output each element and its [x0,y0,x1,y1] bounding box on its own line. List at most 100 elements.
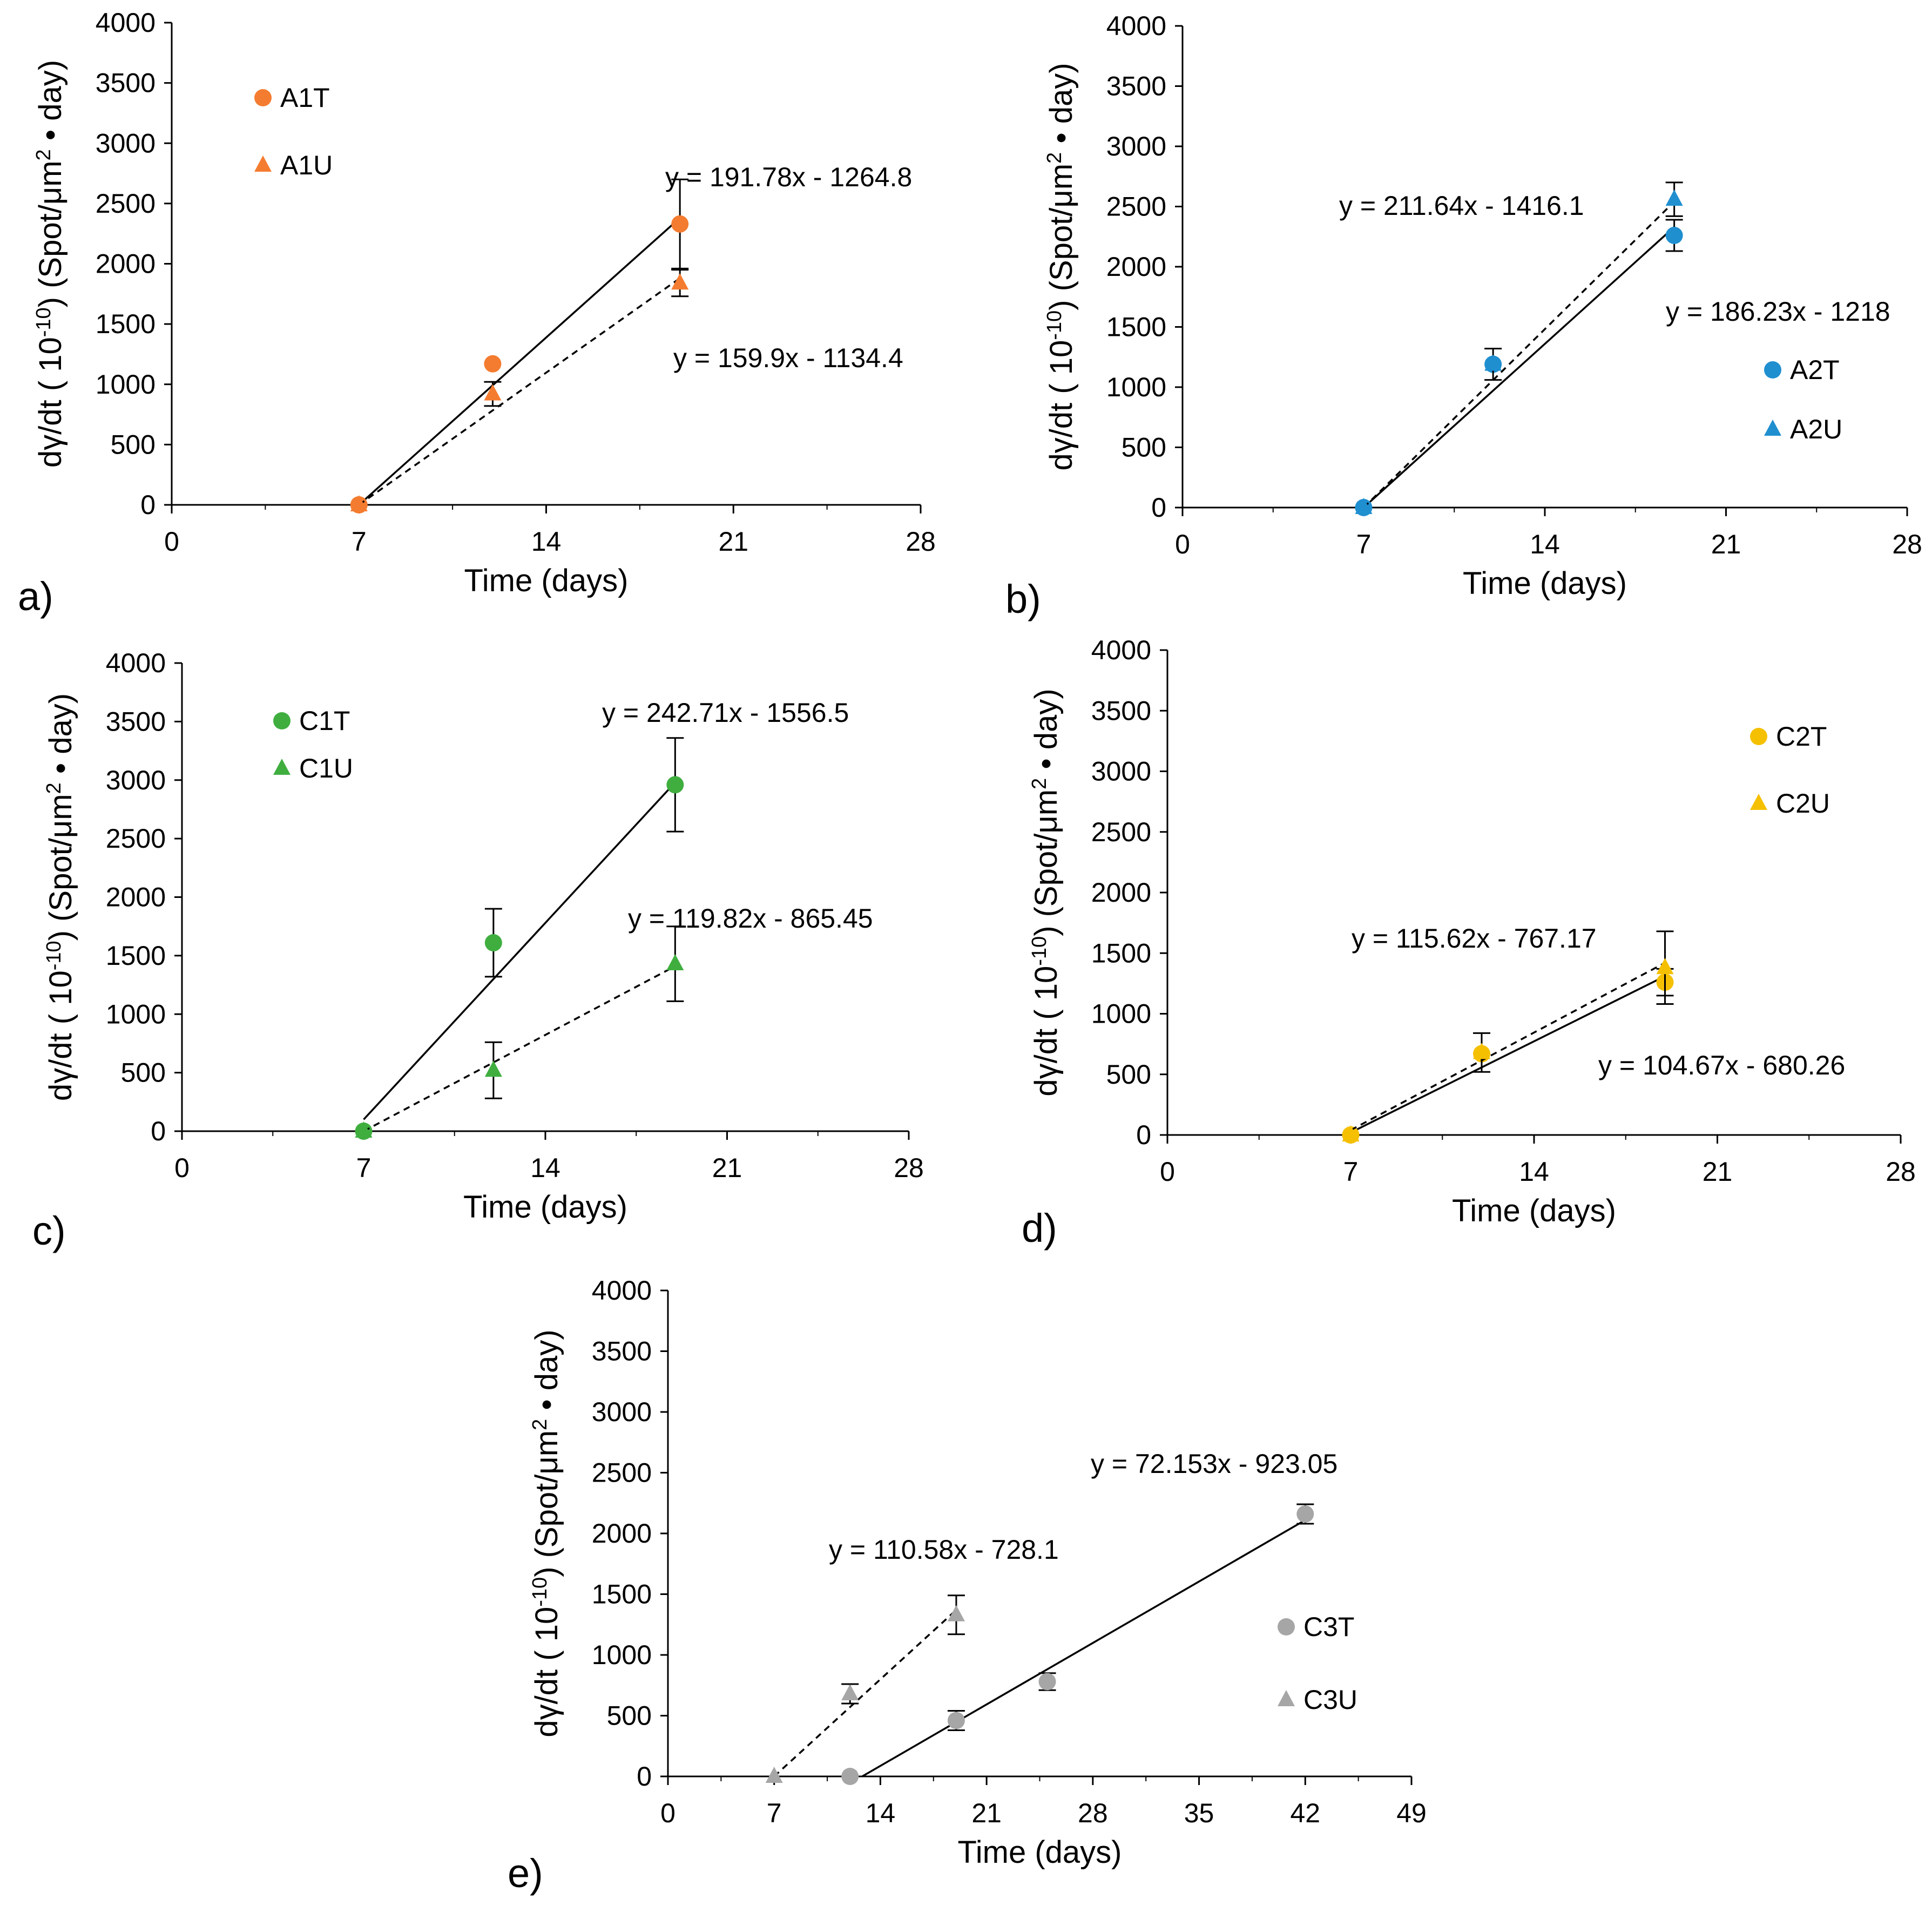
y-axis-title-part: • day) [33,60,68,149]
trendline-C2T [1350,975,1666,1134]
y-tick-label: 3000 [1106,131,1166,161]
y-tick-label: 1500 [1106,312,1166,342]
chart-panel-b: 0 500 1000 1500 2000 2500 3000 3500 4000 0 7 14 21 28… [1005,11,1922,621]
legend-label: C1T [299,706,350,736]
data-point-A1U [671,273,689,290]
chart-panel-a: 0 500 1000 1500 2000 2500 3000 3500 4000 0 7 14 21 28… [18,8,936,619]
data-point-A2U [1665,190,1683,206]
data-point-C3T [1038,1673,1056,1691]
y-tick-label: 3500 [96,68,156,98]
y-axis-title-part: -10 [1028,936,1051,966]
legend-marker-triangle [1764,420,1781,436]
regression-equation: y = 191.78x - 1264.8 [665,162,912,192]
y-axis-title-part: • day) [529,1329,564,1418]
trendline-C1T [363,781,676,1120]
y-tick-label: 2000 [1091,877,1151,908]
y-axis-title-part: -10 [32,307,55,337]
legend-label: C2T [1776,721,1827,752]
y-axis-title-part: 2 [1043,152,1066,164]
x-tick-label: 7 [1343,1157,1359,1187]
legend-marker-triangle [273,759,291,775]
y-tick-label: 0 [1136,1120,1151,1150]
y-axis-title-part: dγ/dt ( 10 [43,970,78,1101]
data-point-C2U [1342,1125,1360,1141]
panel-label: b) [1005,577,1041,621]
y-tick-label: 3000 [96,128,156,158]
data-point-C1U [484,1060,502,1077]
data-point-C2U [1656,958,1674,975]
y-tick-label: 4000 [106,648,166,678]
data-point-A2U [1484,354,1502,371]
series-C3T [841,1503,1314,1785]
data-point-C1U [355,1121,373,1138]
regression-equation: y = 115.62x - 767.17 [1352,923,1597,954]
y-axis-title: dγ/dt ( 10-10) (Spot/μm2 • day) [1028,688,1064,1096]
legend-item-A1T: A1T [254,83,330,113]
y-axis-title-part: 2 [32,149,55,160]
y-tick-label: 0 [1151,492,1166,523]
y-tick-label: 1000 [1091,999,1151,1029]
legend-item-C2T: C2T [1750,721,1827,752]
x-tick-label: 21 [971,1798,1002,1828]
y-tick-label: 3000 [106,765,166,795]
x-tick-label: 28 [1886,1157,1916,1187]
y-tick-label: 2500 [96,188,156,219]
y-tick-label: 4000 [592,1275,652,1306]
regression-equation: y = 72.153x - 923.05 [1091,1449,1337,1479]
data-point-C3T [841,1768,859,1785]
trendline-C3U [773,1609,957,1777]
data-point-A1U [484,384,502,401]
data-point-C1T [666,776,684,794]
panel-label: e) [508,1851,543,1896]
y-tick-label: 500 [121,1058,166,1088]
regression-equation: y = 159.9x - 1134.4 [673,343,903,373]
y-axis-title-part: 2 [1028,778,1051,789]
y-tick-label: 3500 [106,706,166,736]
regression-equation: y = 119.82x - 865.45 [628,903,873,934]
x-tick-label: 14 [1519,1157,1549,1187]
y-tick-label: 2000 [592,1518,652,1549]
y-axis-title-part: • day) [1044,63,1079,152]
regression-equation: y = 186.23x - 1218 [1666,296,1890,327]
x-tick-label: 14 [530,1153,560,1183]
y-axis-title-part: dγ/dt ( 10 [1044,340,1079,471]
x-axis-title: Time (days) [958,1835,1122,1870]
legend-label: C3T [1303,1612,1354,1642]
y-tick-label: 3500 [592,1336,652,1367]
y-tick-label: 2000 [96,249,156,279]
y-tick-label: 500 [1106,1059,1151,1090]
x-tick-label: 0 [164,526,179,557]
x-tick-label: 21 [712,1153,742,1183]
legend-item-C3U: C3U [1278,1685,1357,1715]
y-tick-label: 1000 [592,1640,652,1670]
y-tick-label: 3000 [1091,756,1151,787]
legend-label: C2U [1776,788,1830,819]
legend-item-C1U: C1U [273,753,353,783]
y-axis-title-part: 2 [43,782,65,794]
x-axis-title: Time (days) [464,563,629,598]
series-C1T [355,737,684,1140]
y-tick-label: 2500 [592,1458,652,1488]
y-tick-label: 1500 [96,309,156,339]
chart-panel-c: 0 500 1000 1500 2000 2500 3000 3500 4000 0 7 14 21 28… [32,648,924,1253]
y-tick-label: 2500 [1091,817,1151,847]
data-point-C2U [1473,1043,1490,1059]
x-tick-label: 0 [1160,1157,1175,1187]
legend-marker-circle [254,89,272,106]
x-tick-label: 14 [866,1798,896,1828]
y-axis-title: dγ/dt ( 10-10) (Spot/μm2 • day) [32,60,68,468]
y-tick-label: 3500 [1091,695,1151,726]
y-axis-title-part: ) (Spot/μm [1029,789,1064,936]
legend-item-C3T: C3T [1278,1612,1354,1642]
trendline-C1U [363,965,676,1132]
x-axis-title: Time (days) [1452,1193,1616,1228]
x-tick-label: 49 [1396,1798,1427,1828]
x-tick-label: 28 [906,526,936,557]
x-tick-label: 28 [894,1153,924,1183]
y-tick-label: 3500 [1106,71,1166,102]
legend-marker-triangle [1278,1690,1295,1706]
legend-item-C2U: C2U [1750,788,1830,819]
y-axis-title-part: -10 [43,941,65,970]
legend-marker-triangle [254,156,272,172]
